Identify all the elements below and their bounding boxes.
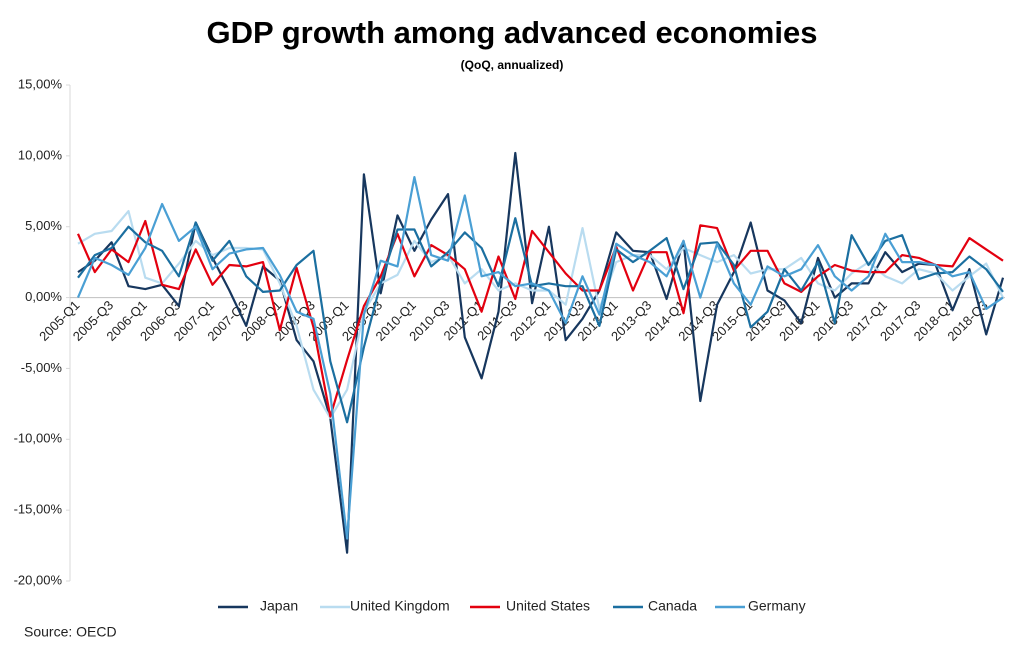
legend-label: Japan bbox=[260, 598, 298, 614]
y-tick-label: -15,00% bbox=[14, 502, 63, 517]
y-tick-label: 15,00% bbox=[18, 76, 63, 91]
legend-label: United States bbox=[506, 598, 590, 614]
series-line bbox=[76, 176, 1004, 540]
chart-subtitle: (QoQ, annualized) bbox=[461, 58, 564, 72]
series-line bbox=[77, 217, 1004, 424]
y-tick-label: -5,00% bbox=[21, 360, 63, 375]
y-tick-label: -20,00% bbox=[14, 572, 63, 587]
series-line bbox=[77, 151, 1005, 554]
y-tick-label: 5,00% bbox=[25, 218, 62, 233]
legend-label: Germany bbox=[748, 598, 806, 614]
y-tick-label: -10,00% bbox=[14, 431, 63, 446]
legend-label: Canada bbox=[648, 598, 697, 614]
series-line bbox=[76, 219, 1004, 418]
y-tick-label: 10,00% bbox=[18, 147, 63, 162]
source-note: Source: OECD bbox=[24, 624, 117, 640]
chart-title: GDP growth among advanced economies bbox=[207, 15, 818, 50]
y-tick-label: 0,00% bbox=[25, 289, 62, 304]
legend-label: United Kingdom bbox=[350, 598, 450, 614]
